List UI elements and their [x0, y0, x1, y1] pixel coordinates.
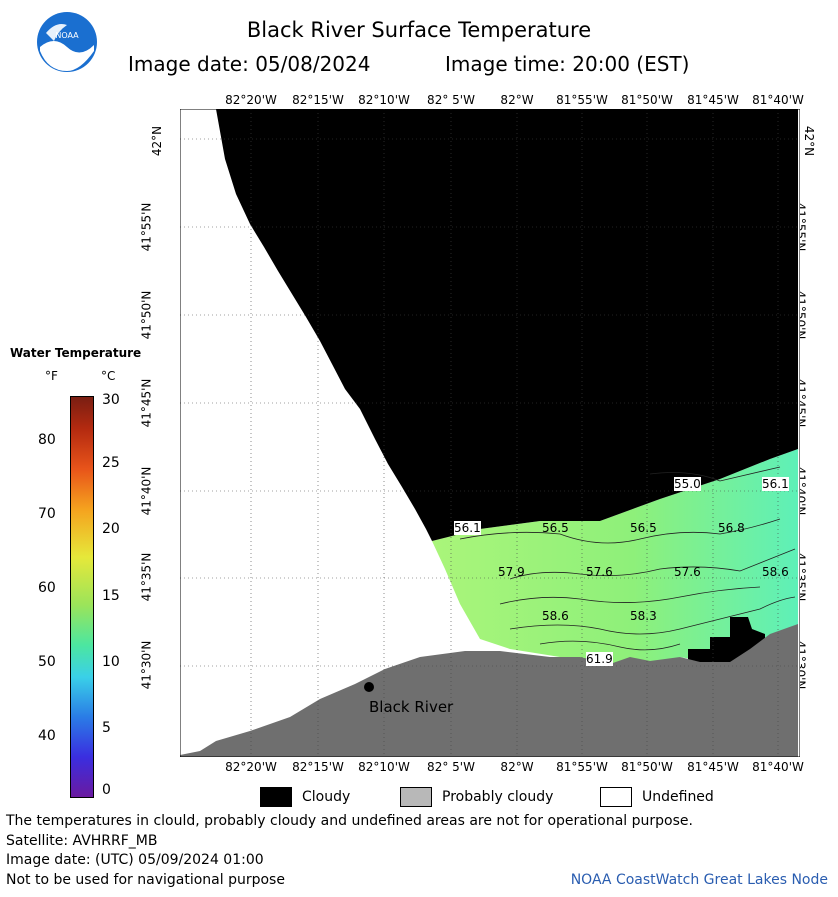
lon-label: 81°50'W — [621, 93, 673, 107]
legend-tick-c: 15 — [102, 588, 120, 604]
temperature-map — [179, 108, 801, 758]
legend-unit-f: °F — [45, 369, 58, 383]
legend-unit-c: °C — [101, 369, 116, 383]
key-probably-cloudy-label: Probably cloudy — [442, 789, 554, 805]
lon-label: 82°20'W — [225, 93, 277, 107]
lat-label: 41°45'N — [139, 378, 154, 428]
lon-label: 81°50'W — [621, 760, 673, 774]
black-river-marker — [364, 682, 374, 692]
land-area — [180, 624, 798, 757]
legend-tick-c: 10 — [102, 654, 120, 670]
lon-label: 81°55'W — [556, 760, 608, 774]
footer-navigation-warning: Not to be used for navigational purpose — [6, 872, 285, 888]
logo-text: NOAA — [55, 31, 79, 40]
color-scale-bar — [70, 396, 94, 798]
temp-label: 58.6 — [762, 565, 789, 579]
key-cloudy: Cloudy — [260, 786, 350, 808]
footer-disclaimer: The temperatures in clould, probably clo… — [6, 813, 693, 829]
key-undefined: Undefined — [600, 786, 714, 808]
isotherm-lines — [459, 466, 796, 651]
temp-label: 58.3 — [630, 609, 657, 623]
temp-label: 57.6 — [674, 565, 701, 579]
lon-label: 82°15'W — [292, 93, 344, 107]
legend-tick-f: 60 — [38, 580, 56, 596]
temp-label: 61.9 — [586, 652, 613, 666]
temp-label: 57.6 — [586, 565, 613, 579]
lake-erie-water — [432, 449, 798, 669]
image-date: Image date: 05/08/2024 — [128, 52, 371, 76]
lon-label: 82° 5'W — [427, 93, 475, 107]
lon-label: 82°20'W — [225, 760, 277, 774]
image-time: Image time: 20:00 (EST) — [445, 52, 690, 76]
lat-label: 41°40'N — [139, 466, 154, 516]
temp-label: 57.9 — [498, 565, 525, 579]
lon-labels-top: 82°20'W 82°15'W 82°10'W 82° 5'W 82°W 81°… — [0, 93, 838, 109]
lon-labels-bottom: 82°20'W 82°15'W 82°10'W 82° 5'W 82°W 81°… — [0, 760, 838, 776]
temp-label: 56.1 — [454, 521, 481, 535]
temp-label: 56.1 — [762, 477, 789, 491]
lon-label: 82°10'W — [358, 93, 410, 107]
lon-label: 81°55'W — [556, 93, 608, 107]
lat-labels-left: 42°N 41°55'N 41°50'N 41°45'N 41°40'N 41°… — [139, 110, 180, 760]
place-label: Black River — [369, 698, 454, 716]
lon-label: 82°W — [500, 760, 534, 774]
graticule — [180, 109, 800, 757]
lon-label: 81°40'W — [752, 760, 804, 774]
legend-tick-f: 40 — [38, 728, 56, 744]
noaa-logo: NOAA — [36, 11, 98, 73]
key-cloudy-label: Cloudy — [302, 789, 351, 805]
lat-label: 42°N — [150, 125, 165, 157]
key-undefined-label: Undefined — [642, 789, 714, 805]
lon-label: 82°10'W — [358, 760, 410, 774]
legend-tick-f: 70 — [38, 506, 56, 522]
legend-tick-f: 50 — [38, 654, 56, 670]
legend-tick-c: 5 — [102, 720, 111, 736]
lat-label: 42°N — [802, 125, 817, 157]
temp-label: 55.0 — [674, 477, 701, 491]
legend-tick-f: 80 — [38, 432, 56, 448]
key-probably-cloudy: Probably cloudy — [400, 786, 553, 808]
temp-label: 56.8 — [718, 521, 745, 535]
lat-label: 41°50'N — [139, 290, 154, 340]
footer-satellite: Satellite: AVHRRF_MB — [6, 833, 158, 849]
lon-label: 81°45'W — [687, 760, 739, 774]
lat-label: 41°55'N — [139, 202, 154, 252]
lat-labels-right: 42°N 41°55'N 41°50'N 41°45'N 41°40'N 41°… — [793, 110, 830, 760]
lon-label: 81°45'W — [687, 93, 739, 107]
temp-label: 56.5 — [542, 521, 569, 535]
temp-label: 56.5 — [630, 521, 657, 535]
lat-label: 41°30'N — [139, 640, 154, 690]
legend-tick-c: 25 — [102, 455, 120, 471]
legend-tick-c: 20 — [102, 521, 120, 537]
legend-tick-c: 30 — [102, 392, 120, 408]
cloudy-swatch — [260, 787, 292, 807]
lon-label: 82° 5'W — [427, 760, 475, 774]
legend-title: Water Temperature — [10, 346, 142, 360]
cloud-area — [216, 109, 798, 541]
legend-tick-c: 0 — [102, 782, 111, 798]
probably-cloudy-swatch — [400, 787, 432, 807]
footer-utc-date: Image date: (UTC) 05/09/2024 01:00 — [6, 852, 264, 868]
footer-credit: NOAA CoastWatch Great Lakes Node — [570, 872, 828, 888]
temp-label: 58.6 — [542, 609, 569, 623]
page-title: Black River Surface Temperature — [246, 18, 592, 42]
undefined-swatch — [600, 787, 632, 807]
lon-label: 82°15'W — [292, 760, 344, 774]
lat-label: 41°35'N — [139, 552, 154, 602]
lon-label: 82°W — [500, 93, 534, 107]
lon-label: 81°40'W — [752, 93, 804, 107]
